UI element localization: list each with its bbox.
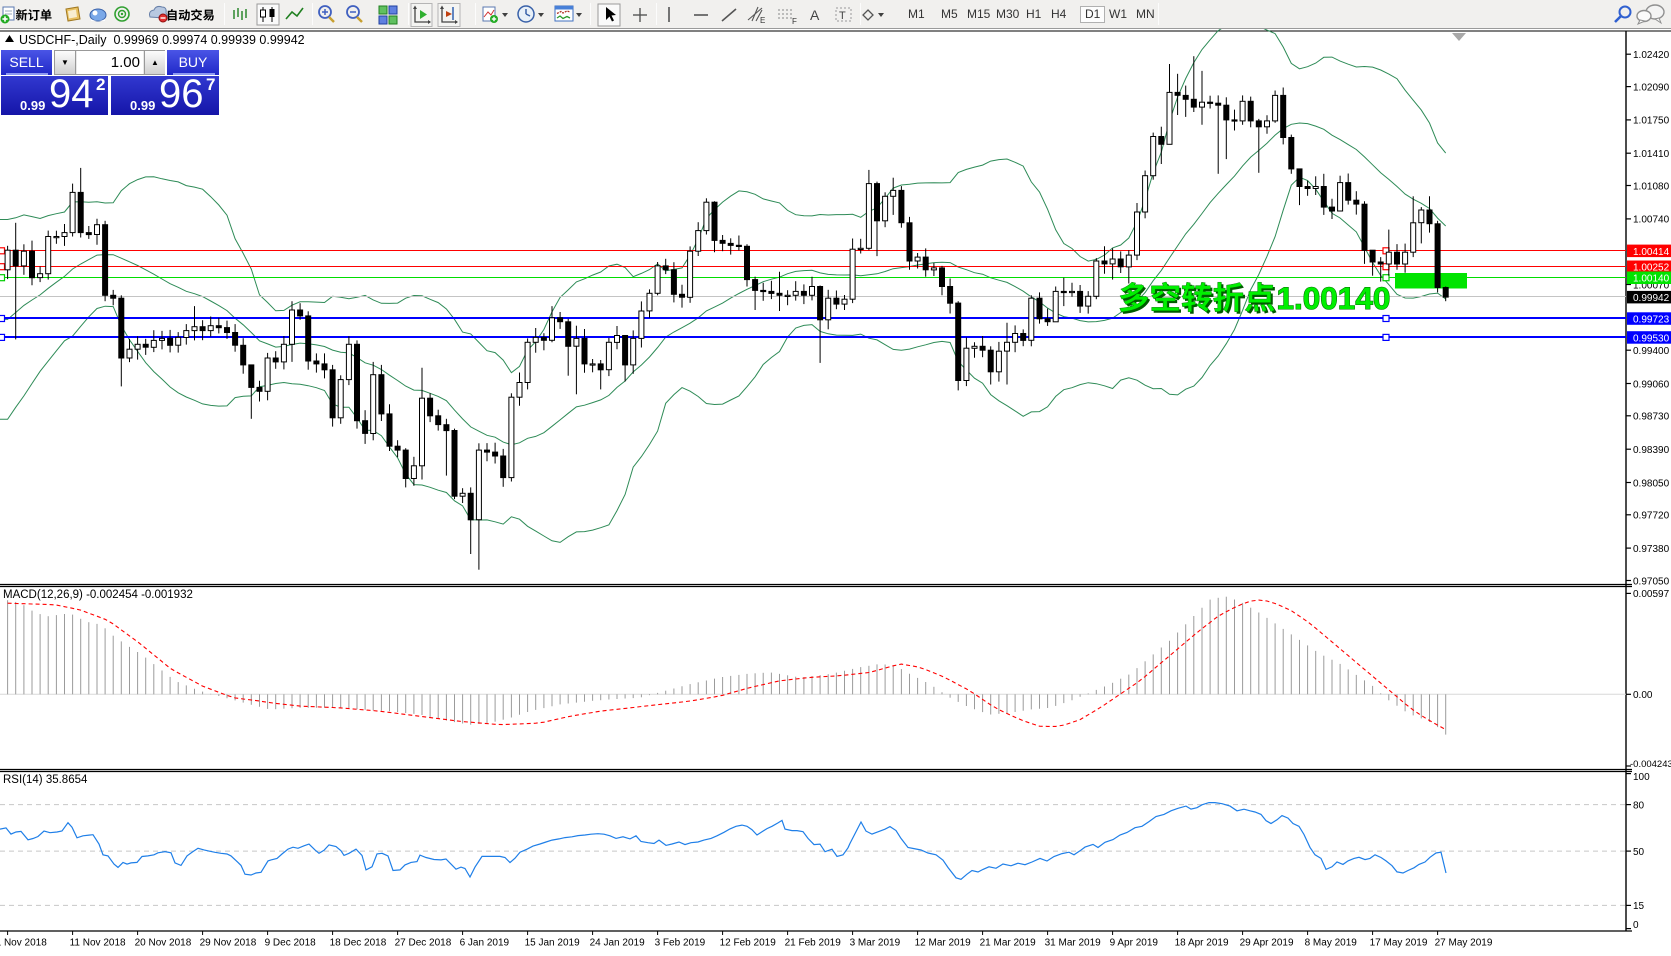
- svg-text:3 Mar 2019: 3 Mar 2019: [850, 938, 901, 949]
- svg-text:15 Jan 2019: 15 Jan 2019: [525, 938, 580, 949]
- svg-text:31 Mar 2019: 31 Mar 2019: [1045, 938, 1102, 949]
- svg-text:18 Dec 2018: 18 Dec 2018: [330, 938, 387, 949]
- svg-text:6 Jan 2019: 6 Jan 2019: [460, 938, 510, 949]
- svg-text:0: 0: [1633, 920, 1639, 931]
- svg-text:1.00070: 1.00070: [1633, 280, 1670, 291]
- svg-text:0.00597: 0.00597: [1633, 589, 1670, 600]
- svg-text:0.97050: 0.97050: [1633, 576, 1670, 587]
- svg-text:0.98050: 0.98050: [1633, 478, 1670, 489]
- svg-text:E: E: [760, 16, 765, 25]
- svg-text:9 Apr 2019: 9 Apr 2019: [1110, 938, 1159, 949]
- svg-text:USDCHF-,Daily 0.99969 0.99974: USDCHF-,Daily 0.99969 0.99974 0.99939 0.…: [19, 33, 305, 47]
- svg-text:17 May 2019: 17 May 2019: [1370, 938, 1428, 949]
- svg-text:8 May 2019: 8 May 2019: [1305, 938, 1358, 949]
- svg-text:21 Mar 2019: 21 Mar 2019: [980, 938, 1037, 949]
- svg-text:3 Feb 2019: 3 Feb 2019: [655, 938, 706, 949]
- svg-text:0.97720: 0.97720: [1633, 511, 1670, 522]
- svg-text:100: 100: [1633, 772, 1650, 783]
- svg-text:1.00140: 1.00140: [1277, 280, 1391, 316]
- svg-text:21 Feb 2019: 21 Feb 2019: [785, 938, 842, 949]
- svg-text:11 Nov 2018: 11 Nov 2018: [70, 938, 126, 949]
- svg-text:1.00252: 1.00252: [1633, 263, 1670, 274]
- svg-text:12 Feb 2019: 12 Feb 2019: [720, 938, 777, 949]
- svg-text:27 May 2019: 27 May 2019: [1435, 938, 1493, 949]
- svg-text:0.99942: 0.99942: [1633, 293, 1670, 304]
- svg-text:MACD(12,26,9) -0.002454 -0.001: MACD(12,26,9) -0.002454 -0.001932: [3, 589, 193, 601]
- svg-text:0.99060: 0.99060: [1633, 379, 1670, 390]
- svg-text:18 Apr 2019: 18 Apr 2019: [1175, 938, 1229, 949]
- svg-text:T: T: [839, 10, 846, 22]
- svg-text:27 Dec 2018: 27 Dec 2018: [395, 938, 452, 949]
- svg-text:1.01080: 1.01080: [1633, 181, 1670, 192]
- svg-text:1.01750: 1.01750: [1633, 116, 1670, 127]
- svg-text:0.98730: 0.98730: [1633, 412, 1670, 423]
- svg-text:0.99400: 0.99400: [1633, 346, 1670, 357]
- svg-text:12 Mar 2019: 12 Mar 2019: [915, 938, 972, 949]
- svg-text:20 Nov 2018: 20 Nov 2018: [135, 938, 192, 949]
- svg-text:F: F: [792, 17, 797, 26]
- svg-text:1.02090: 1.02090: [1633, 82, 1670, 93]
- svg-text:1.00140: 1.00140: [1633, 274, 1670, 285]
- svg-text:1.00740: 1.00740: [1633, 215, 1670, 226]
- svg-text:1.02420: 1.02420: [1633, 50, 1670, 61]
- svg-text:29 Apr 2019: 29 Apr 2019: [1240, 938, 1294, 949]
- svg-text:9 Dec 2018: 9 Dec 2018: [265, 938, 317, 949]
- svg-text:RSI(14) 35.8654: RSI(14) 35.8654: [3, 774, 88, 786]
- svg-text:24 Jan 2019: 24 Jan 2019: [590, 938, 645, 949]
- svg-text:0.98390: 0.98390: [1633, 445, 1670, 456]
- svg-text:-0.004243: -0.004243: [1630, 759, 1671, 770]
- svg-text:80: 80: [1633, 800, 1645, 811]
- svg-text:15: 15: [1633, 901, 1645, 912]
- svg-text:1 Nov 2018: 1 Nov 2018: [0, 938, 47, 949]
- svg-text:0.99530: 0.99530: [1633, 333, 1670, 344]
- svg-text:1.01410: 1.01410: [1633, 149, 1670, 160]
- svg-text:50: 50: [1633, 847, 1645, 858]
- svg-text:0.99723: 0.99723: [1633, 315, 1670, 326]
- svg-text:0.97380: 0.97380: [1633, 544, 1670, 555]
- svg-text:1.00414: 1.00414: [1633, 247, 1670, 258]
- svg-text:A: A: [810, 7, 820, 23]
- svg-text:29 Nov 2018: 29 Nov 2018: [200, 938, 257, 949]
- svg-text:0.00: 0.00: [1633, 690, 1653, 701]
